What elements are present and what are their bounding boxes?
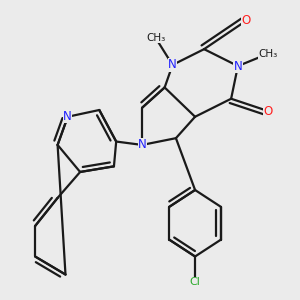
Text: N: N: [138, 138, 146, 152]
Text: CH₃: CH₃: [146, 33, 165, 43]
Text: N: N: [168, 58, 177, 71]
Text: O: O: [264, 105, 273, 118]
Text: N: N: [63, 110, 72, 123]
Text: CH₃: CH₃: [259, 49, 278, 59]
Text: Cl: Cl: [190, 278, 200, 287]
Text: N: N: [233, 60, 242, 73]
Text: O: O: [241, 14, 250, 28]
